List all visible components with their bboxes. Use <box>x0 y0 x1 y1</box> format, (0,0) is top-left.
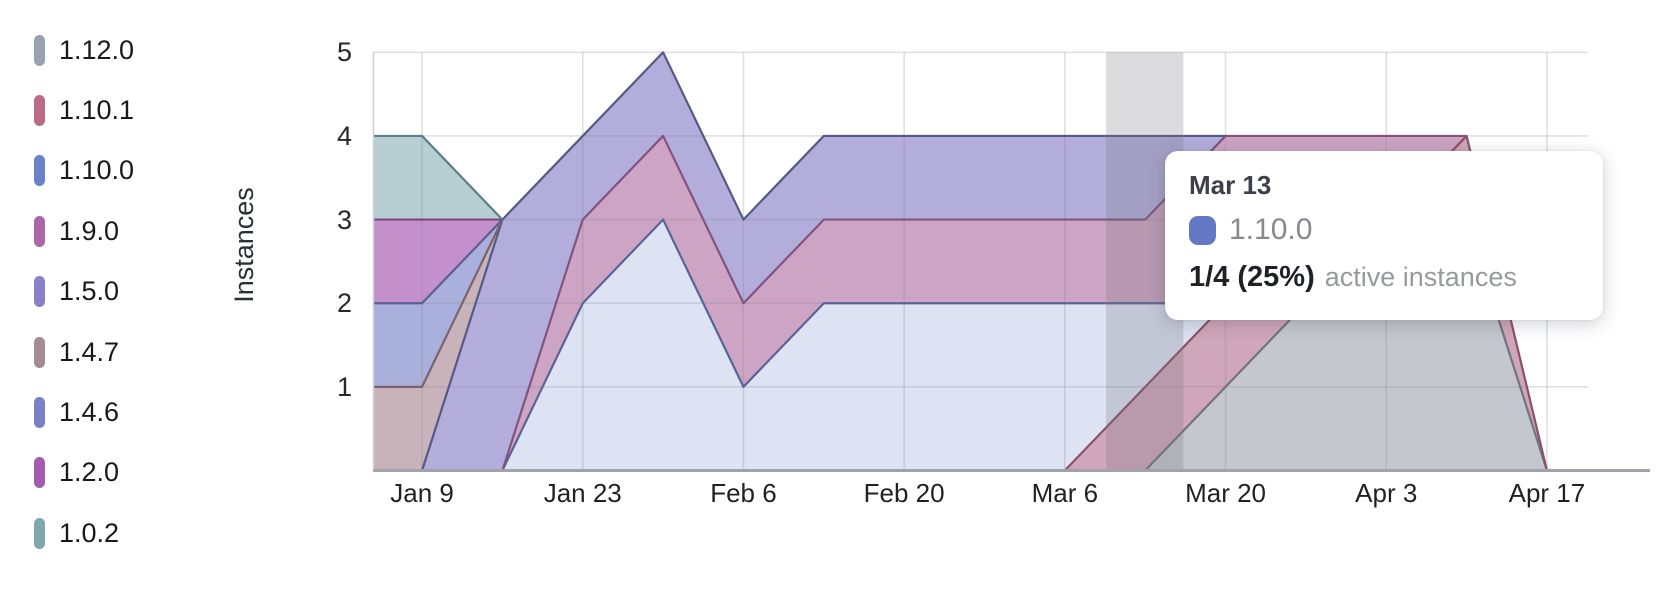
x-tick-label: Jan 9 <box>390 478 454 508</box>
legend-label: 1.0.2 <box>59 517 120 548</box>
legend-swatch-icon <box>34 215 45 247</box>
tooltip-caption: active instances <box>1324 262 1517 292</box>
legend-item-1.4.7[interactable]: 1.4.7 <box>34 336 119 368</box>
legend-label: 1.4.7 <box>59 336 120 367</box>
legend-label: 1.5.0 <box>59 276 120 307</box>
legend-item-1.5.0[interactable]: 1.5.0 <box>34 276 119 308</box>
legend-item-1.2.0[interactable]: 1.2.0 <box>34 457 119 489</box>
x-tick-label: Apr 3 <box>1355 478 1418 508</box>
series-color-swatch <box>1189 215 1216 245</box>
tooltip-date: Mar 13 <box>1189 170 1272 200</box>
x-tick-label: Feb 6 <box>710 478 777 508</box>
y-tick-label: 5 <box>336 37 352 68</box>
y-tick-label: 1 <box>336 371 352 402</box>
y-tick-label: 2 <box>336 288 352 319</box>
x-tick-label: Mar 20 <box>1185 478 1266 508</box>
legend-label: 1.10.1 <box>59 94 135 125</box>
tooltip-series-name: 1.10.0 <box>1229 213 1313 246</box>
x-tick-label: Jan 23 <box>543 478 622 508</box>
area-1.12.0 <box>373 219 1588 471</box>
chart-legend: 1.12.0 1.10.1 1.10.0 1.9.0 1.5.0 1.4.7 1.4.6 1.… <box>0 0 230 592</box>
edge-1.9.0 <box>501 134 1467 471</box>
legend-item-1.9.0[interactable]: 1.9.0 <box>34 215 119 247</box>
legend-swatch-icon <box>34 276 45 308</box>
legend-item-1.10.0[interactable]: 1.10.0 <box>34 155 134 187</box>
edge-1.4.7 <box>373 219 504 388</box>
legend-swatch-icon <box>34 94 45 126</box>
area-1.5.0 <box>373 52 1588 471</box>
edge-1.4.6 <box>373 218 504 305</box>
edge-1.5.0 <box>421 51 1226 471</box>
hover-tooltip: Mar 13 1.10.0 1/4 (25%) active instances <box>1165 151 1603 320</box>
x-tick-label: Mar 6 <box>1031 478 1099 508</box>
legend-swatch-icon <box>34 396 45 428</box>
legend-label: 1.9.0 <box>59 215 120 246</box>
legend-label: 1.10.0 <box>59 155 135 186</box>
edge-1.0.2 <box>373 134 504 221</box>
tooltip-value-row: 1/4 (25%) active instances <box>1189 261 1579 294</box>
legend-label: 1.12.0 <box>59 34 135 65</box>
legend-item-1.4.6[interactable]: 1.4.6 <box>34 396 119 428</box>
x-tick-label: Feb 20 <box>863 478 945 508</box>
y-tick-label: 4 <box>336 120 352 151</box>
x-tick-label: Apr 17 <box>1508 478 1586 508</box>
legend-label: 1.2.0 <box>59 457 120 488</box>
legend-item-1.12.0[interactable]: 1.12.0 <box>34 34 134 66</box>
legend-label: 1.4.6 <box>59 396 120 427</box>
legend-swatch-icon <box>34 155 45 187</box>
legend-item-1.10.1[interactable]: 1.10.1 <box>34 94 134 126</box>
edge-1.10.0 <box>501 218 1226 471</box>
legend-swatch-icon <box>34 457 45 489</box>
legend-swatch-icon <box>34 336 45 368</box>
legend-swatch-icon <box>34 34 45 66</box>
y-tick-label: 3 <box>336 204 352 235</box>
legend-item-1.0.2[interactable]: 1.0.2 <box>34 517 119 549</box>
legend-swatch-icon <box>34 517 45 549</box>
tooltip-value: 1/4 (25%) <box>1189 261 1315 293</box>
tooltip-series-row: 1.10.0 <box>1189 213 1579 247</box>
